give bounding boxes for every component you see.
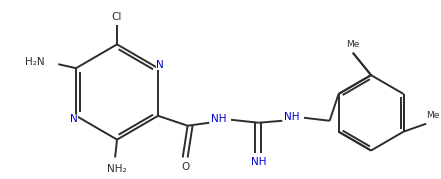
Text: H₂N: H₂N: [25, 57, 45, 67]
Text: O: O: [182, 162, 190, 172]
Text: N: N: [156, 60, 164, 70]
Text: Cl: Cl: [112, 12, 122, 22]
Text: Me: Me: [426, 111, 440, 120]
Text: NH: NH: [211, 114, 227, 124]
Text: Me: Me: [346, 40, 359, 49]
Text: NH₂: NH₂: [107, 164, 127, 174]
Text: N: N: [70, 114, 78, 124]
Text: NH: NH: [251, 157, 266, 167]
Text: NH: NH: [284, 112, 300, 122]
